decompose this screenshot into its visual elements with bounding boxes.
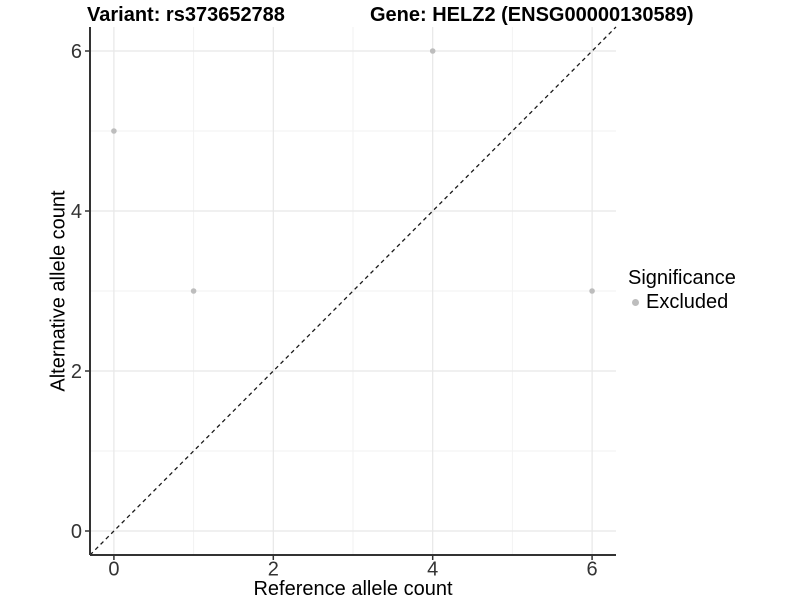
x-tick-label: 4 [427, 559, 438, 581]
y-axis-title: Alternative allele count [47, 190, 70, 392]
y-tick-label: 0 [71, 521, 82, 543]
data-point [190, 288, 197, 294]
y-tick-label: 4 [71, 201, 82, 223]
x-tick-label: 0 [108, 559, 119, 581]
data-point [429, 48, 436, 54]
x-tick-label: 6 [587, 559, 598, 581]
x-tick-label: 2 [268, 559, 279, 581]
legend: Significance Excluded [628, 267, 736, 314]
data-point [111, 128, 117, 134]
plot-title-gene: Gene: HELZ2 (ENSG00000130589) [370, 4, 694, 26]
data-point [589, 288, 595, 294]
legend-title: Significance [628, 267, 736, 289]
legend-item-label: Excluded [646, 291, 729, 313]
plot-title-variant: Variant: rs373652788 [87, 4, 285, 26]
plot-panel: 0 2 4 6 0 2 4 6 [71, 26, 617, 581]
y-tick-label: 6 [71, 41, 82, 63]
x-axis-title: Reference allele count [253, 578, 453, 600]
y-tick-label: 2 [71, 361, 82, 383]
legend-item-excluded: Excluded [628, 291, 736, 314]
excluded-point-icon [632, 299, 639, 306]
